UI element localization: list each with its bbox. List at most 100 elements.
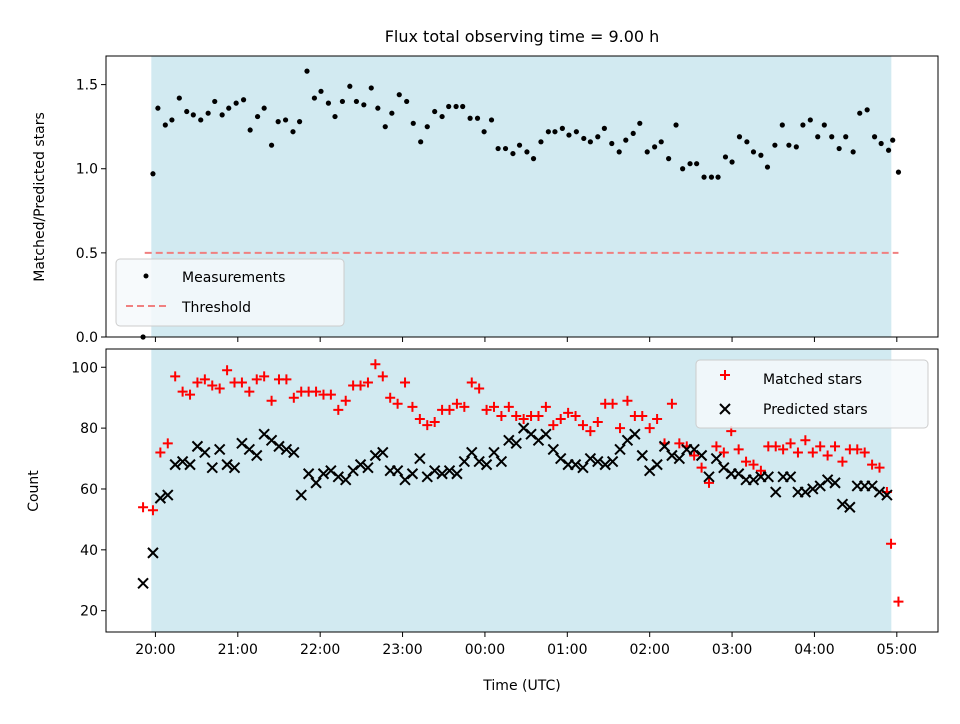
predicted-star-point (443, 465, 456, 477)
measurement-point (510, 150, 516, 157)
matched-star-point (830, 441, 841, 452)
chart-title: Flux total observing time = 9.00 h (385, 27, 660, 46)
measurement-point (644, 149, 650, 155)
measurement-point (190, 112, 196, 118)
matched-star-point (837, 456, 848, 467)
legend-threshold-label: Threshold (181, 300, 251, 316)
measurement-point (850, 149, 856, 155)
measurement-point (680, 166, 686, 172)
matched-star-point (488, 401, 499, 412)
measurement-point (439, 113, 445, 120)
matched-star-point (400, 377, 411, 388)
bottom-y-tick-label: 100 (71, 360, 98, 376)
matched-star-point (311, 386, 322, 397)
predicted-star-point (377, 446, 389, 459)
matched-star-point (370, 359, 381, 370)
bottom-y-tick-label: 60 (80, 482, 98, 498)
matched-star-point (362, 377, 373, 388)
measurement-point (701, 174, 707, 180)
matched-star-point (696, 462, 707, 473)
matched-star-point (755, 465, 766, 476)
legend-predicted-marker (719, 403, 731, 415)
matched-star-point (444, 404, 455, 415)
matched-star-point (800, 435, 811, 446)
measurement-point (176, 95, 182, 101)
matched-star-point (886, 538, 897, 549)
measurement-point (325, 100, 332, 106)
matched-star-point (852, 444, 863, 455)
measurement-point (694, 161, 700, 167)
measurement-point (708, 174, 715, 180)
bottom-x-tick-label: 22:00 (300, 642, 340, 658)
predicted-star-point (606, 455, 619, 468)
bottom-x-tick-label: 05:00 (877, 642, 917, 658)
measurement-point (212, 98, 218, 105)
matched-star-point (177, 386, 188, 397)
predicted-star-point (503, 434, 515, 446)
measurement-point (722, 154, 729, 160)
matched-star-point (533, 410, 544, 421)
matched-star-point (711, 441, 722, 452)
matched-star-point (503, 401, 514, 412)
predicted-star-point (695, 449, 708, 462)
measurement-point (432, 108, 438, 115)
predicted-star-point (636, 449, 648, 462)
predicted-star-point (340, 474, 352, 486)
measurement-point (871, 134, 878, 140)
matched-star-point (577, 420, 588, 431)
measurement-point (389, 110, 395, 116)
measurement-point (502, 145, 509, 152)
matched-star-point (259, 371, 270, 382)
matched-star-point (563, 407, 574, 418)
matched-star-point (703, 477, 714, 488)
measurement-point (566, 132, 572, 138)
measurement-point (382, 124, 388, 130)
measurement-point (424, 124, 430, 130)
predicted-star-point (747, 474, 760, 486)
predicted-star-point (451, 468, 463, 480)
predicted-star-point (354, 458, 367, 471)
matched-star-point (251, 374, 262, 385)
matched-star-point (414, 413, 425, 424)
matched-star-point (615, 423, 626, 434)
predicted-star-point (807, 483, 819, 495)
measurement-point (410, 120, 416, 126)
measurement-point (666, 156, 672, 162)
matched-star-point (540, 401, 551, 412)
measurement-point (864, 107, 870, 113)
matched-star-point (407, 401, 418, 412)
matched-star-point (199, 374, 210, 385)
matched-star-point (155, 447, 166, 458)
measurement-point (779, 122, 785, 128)
measurement-point (836, 145, 842, 152)
matched-star-point (422, 420, 433, 431)
measurement-point (247, 127, 253, 133)
measurement-point (361, 102, 367, 108)
predicted-star-point (821, 474, 834, 486)
measurement-point (495, 145, 501, 152)
measurement-point (332, 113, 338, 120)
matched-star-point (674, 438, 685, 449)
predicted-star-point (162, 489, 174, 501)
bottom-plot-frame (105, 348, 939, 633)
measurement-point (474, 115, 481, 121)
matched-star-point (466, 377, 477, 388)
bottom-y-tick-label: 20 (80, 604, 98, 620)
predicted-star-point (577, 461, 589, 474)
measurement-point (368, 85, 374, 91)
measurement-point (296, 119, 303, 125)
matched-star-point (214, 383, 225, 394)
matched-star-point (474, 383, 485, 394)
matched-star-point (340, 395, 351, 406)
predicted-star-point (480, 458, 493, 471)
predicted-star-point (428, 465, 441, 477)
bottom-x-tick-label: 04:00 (794, 642, 834, 658)
measurement-point (652, 144, 658, 150)
measurement-point (347, 83, 353, 89)
predicted-star-point (873, 486, 886, 498)
measurement-point (581, 135, 587, 142)
measurement-point (573, 129, 579, 135)
measurement-point (601, 125, 607, 131)
matched-star-point (652, 413, 663, 424)
matched-star-point (592, 417, 603, 428)
